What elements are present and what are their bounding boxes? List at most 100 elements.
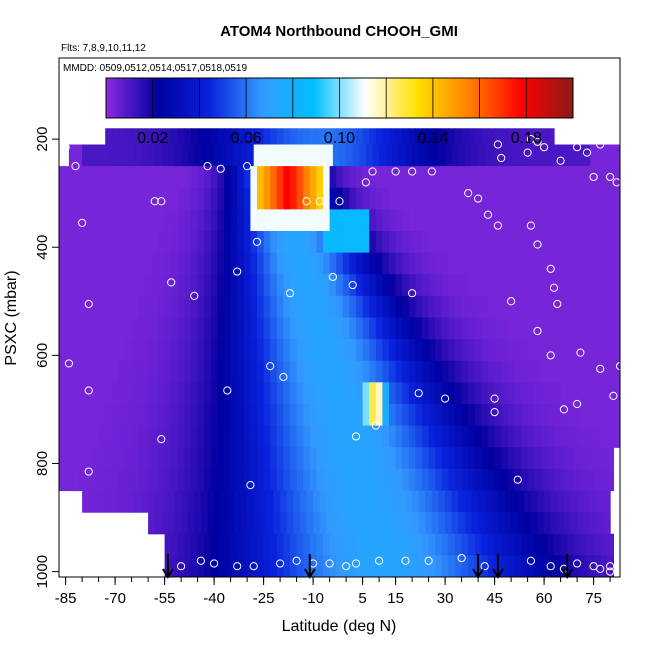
heatmap-cell [144,295,152,319]
heatmap-cell [217,533,225,556]
heatmap-cell [349,425,357,448]
heatmap-cell [547,382,555,405]
heatmap-cell [296,360,304,383]
heatmap-cell [395,209,403,232]
heatmap-cell [339,512,347,535]
heatmap-cell [197,231,205,254]
heatmap-cell [204,231,212,254]
heatmap-cell [243,339,251,362]
heatmap-cell [600,468,608,492]
heatmap-cell [59,468,67,492]
heatmap-cell [290,447,298,470]
heatmap-cell [101,144,110,167]
heatmap-cell [184,339,192,362]
heatmap-cell [230,468,238,492]
heatmap-cell [65,447,73,470]
heatmap-cell [461,468,469,492]
heatmap-cell [111,317,119,340]
observation-point [546,264,555,273]
heatmap-cell [567,533,575,556]
heatmap-cell [448,404,456,427]
heatmap-cell [177,187,185,210]
observation-point [464,189,473,198]
heatmap-cell [587,468,595,492]
heatmap-cell [369,360,377,383]
heatmap-cell [408,425,416,448]
heatmap-cell [587,187,595,210]
heatmap-cell [263,166,271,189]
heatmap-cell [336,187,344,210]
heatmap-cell [448,555,456,577]
heatmap-cell [563,512,572,535]
heatmap-cell [197,295,205,319]
heatmap-cell [547,404,555,427]
heatmap-cell [108,144,116,167]
observation-point [427,167,436,176]
heatmap-cell [458,144,466,167]
observation-point [596,364,605,373]
heatmap-cell [468,231,476,254]
heatmap-cell [587,317,595,340]
heatmap-cell [336,317,344,340]
heatmap-cell [217,425,225,448]
heatmap-cell [257,468,265,492]
heatmap-cell [323,382,331,405]
heatmap-cell [224,231,232,254]
heatmap-cell [276,468,284,492]
heatmap-cell [257,360,265,383]
heatmap-cell [263,252,271,275]
heatmap-cell [613,274,620,297]
heatmap-cell [494,209,502,232]
heatmap-cell [336,274,344,297]
heatmap-cell [329,187,337,210]
heatmap-cell [111,295,119,319]
heatmap-cell [187,512,195,535]
heatmap-cell [382,425,390,448]
heatmap-cell [428,360,436,383]
heatmap-cell [606,209,614,232]
heatmap-cell [134,144,143,167]
heatmap-cell [521,166,529,189]
heatmap-cell [309,533,317,556]
heatmap-cell [596,144,605,167]
heatmap-cell [441,252,449,275]
heatmap-cell [613,252,620,275]
heatmap-cell [527,274,535,297]
observation-point [348,280,357,290]
heatmap-cell [210,404,218,427]
heatmap-cell [336,404,344,427]
heatmap-cell [108,490,116,513]
heatmap-cell [230,128,238,146]
heatmap-cell [448,274,456,297]
heatmap-cell [72,252,80,275]
heatmap-cell [441,425,449,448]
heatmap-cell [593,252,601,275]
heatmap-cell [151,339,159,362]
heatmap-cell [65,252,73,275]
heatmap-cell [299,490,308,513]
heatmap-cell [540,404,548,427]
heatmap-cell [237,187,245,210]
heatmap-cell [303,166,311,189]
heatmap-cell [243,425,251,448]
heatmap-cell [494,404,502,427]
heatmap-cell [593,274,601,297]
heatmap-cell [144,339,152,362]
heatmap-cell [375,187,383,210]
heatmap-cell [197,382,205,405]
heatmap-cell [356,209,364,232]
heatmap-cell [270,166,278,189]
heatmap-cell [514,317,522,340]
heatmap-cell [65,404,73,427]
heatmap-cell [128,144,136,167]
heatmap-cell [128,490,136,513]
heatmap-cell [342,187,350,210]
heatmap-cell [253,490,261,513]
heatmap-cell [243,128,251,146]
heatmap-cell [204,339,212,362]
heatmap-cell [171,231,179,254]
heatmap-cell [435,166,443,189]
heatmap-cell [296,447,304,470]
heatmap-cell [593,404,601,427]
observation-point [266,362,275,371]
